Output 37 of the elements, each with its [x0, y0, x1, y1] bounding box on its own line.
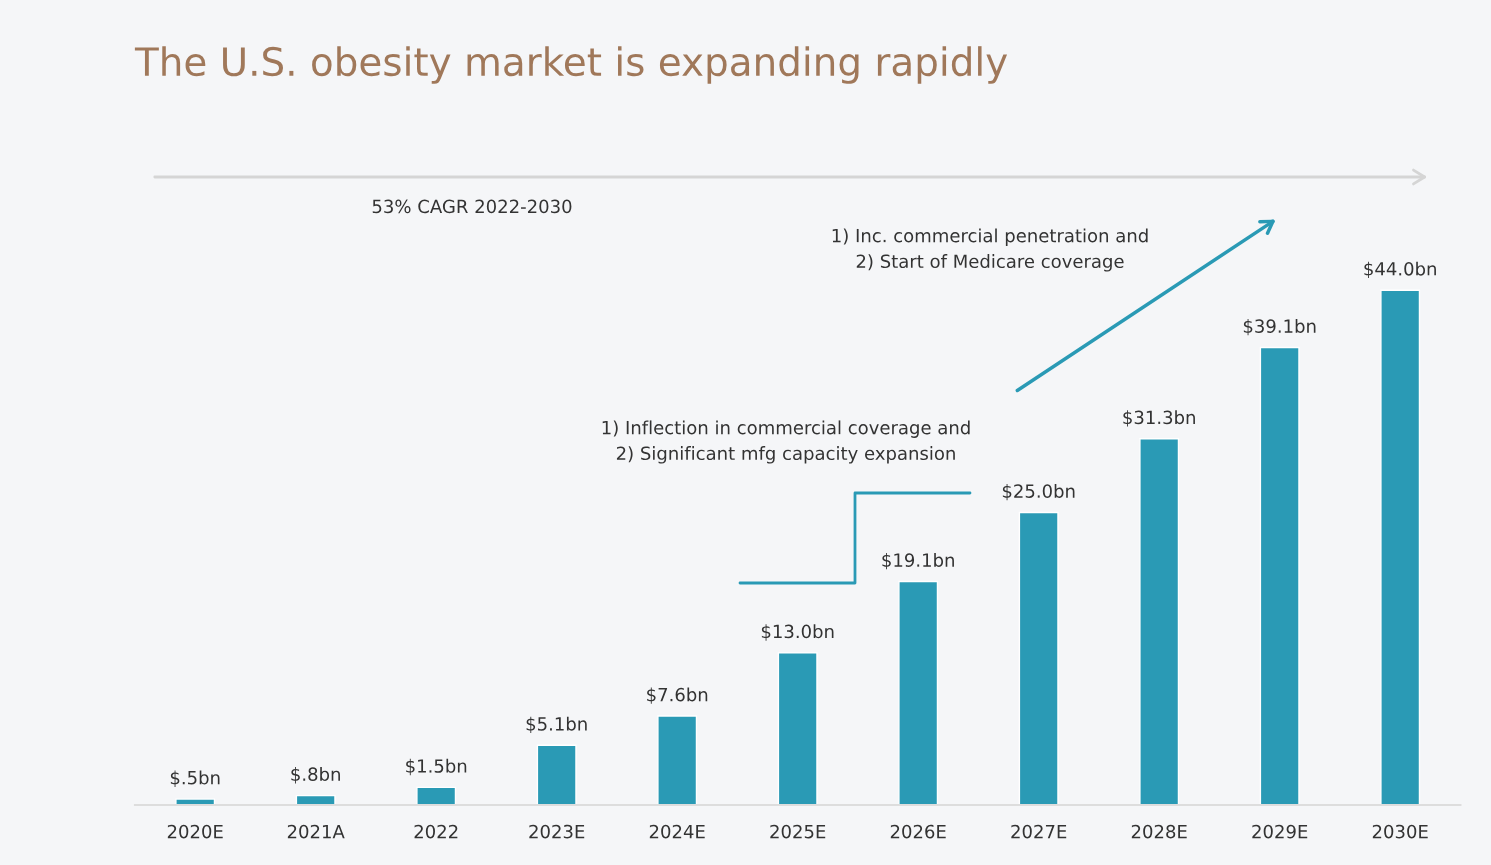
data-label: $.5bn [170, 770, 220, 787]
data-label: $19.1bn [882, 552, 954, 570]
data-label: $5.1bn [526, 716, 587, 734]
bar [777, 652, 818, 805]
x-tick-label: 2025E [770, 824, 826, 839]
bar [295, 794, 336, 805]
x-tick-label: 2020E [167, 824, 223, 839]
x-tick-label: 2029E [1252, 824, 1308, 839]
x-tick-label: 2027E [1011, 824, 1067, 839]
x-tick-label: 2026E [890, 824, 946, 839]
x-tick-label: 2030E [1372, 824, 1428, 839]
bar [898, 580, 939, 805]
data-label: $1.5bn [406, 758, 467, 776]
bar [416, 786, 457, 805]
bar [1259, 346, 1300, 805]
data-label: $13.0bn [761, 624, 834, 641]
data-label: $7.6bn [647, 687, 708, 704]
bar [175, 798, 216, 805]
bar [1139, 438, 1180, 805]
bar [1380, 289, 1421, 805]
text: 53% CAGR 2022-2030 [372, 199, 572, 214]
data-label: $25.0bn [1002, 483, 1075, 501]
data-label: $31.3bn [1123, 410, 1195, 427]
data-label: $.8bn [291, 767, 340, 784]
x-tick-label: 2023E [529, 824, 585, 839]
bar [657, 715, 698, 805]
x-tick-label: 2028E [1131, 824, 1187, 839]
chart-title: The U.S. obesity market is expanding rapidly [134, 46, 1008, 84]
bar [536, 744, 577, 805]
data-label: $39.1bn [1243, 318, 1316, 336]
x-tick-label: 2024E [649, 824, 705, 839]
x-tick-label: 2022 [414, 824, 458, 839]
x-tick-label: 2021A [287, 824, 345, 839]
text: 1) Inc. commercial penetration and 2) Start of Medicare coverage [832, 228, 1148, 272]
data-label: $44.0bn [1364, 261, 1436, 279]
bar [1018, 511, 1059, 805]
annotation: 1) Inflection in commercial coverage and 2) Significant mfg capacity expansion [602, 420, 970, 464]
